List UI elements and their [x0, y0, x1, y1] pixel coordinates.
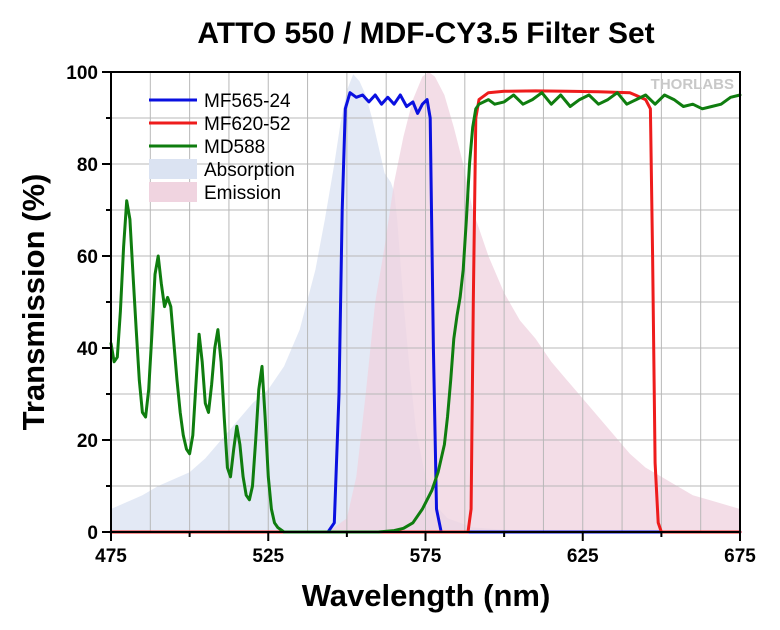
legend-label-mf620-52: MF620-52 — [204, 114, 291, 135]
chart-title: ATTO 550 / MDF-CY3.5 Filter Set — [197, 17, 654, 50]
grid-layer — [111, 72, 740, 532]
tick-label-layer: 475 525 575 625 675 0 20 40 60 80 100 — [66, 63, 756, 567]
x-tick-label: 575 — [410, 546, 442, 567]
y-tick-label: 80 — [77, 155, 98, 176]
series-line-md588 — [109, 91, 742, 534]
x-tick-label: 625 — [567, 546, 599, 567]
legend-swatch-emission — [149, 182, 197, 202]
y-tick-label: 20 — [77, 431, 98, 452]
legend-label-md588: MD588 — [204, 137, 265, 158]
y-tick-label: 40 — [77, 339, 98, 360]
y-tick-label: 0 — [87, 523, 98, 544]
x-tick-label: 475 — [95, 546, 127, 567]
legend-label-absorption: Absorption — [204, 160, 295, 181]
series-line-mf620-52 — [109, 89, 742, 534]
legend-swatch-absorption — [149, 159, 197, 179]
x-tick-label: 675 — [724, 546, 756, 567]
x-tick-label: 525 — [252, 546, 284, 567]
tick-layer — [102, 71, 741, 541]
y-axis-title: Transmission (%) — [16, 174, 51, 431]
line-layer — [109, 89, 742, 534]
y-tick-label: 100 — [66, 63, 98, 84]
legend-label-mf565-24: MF565-24 — [204, 91, 291, 112]
y-tick-label: 60 — [77, 247, 98, 268]
x-axis-title: Wavelength (nm) — [302, 578, 551, 613]
series-line-mf565-24 — [109, 91, 742, 534]
watermark-logo: THORLABS — [651, 76, 734, 93]
legend-label-emission: Emission — [204, 183, 281, 204]
